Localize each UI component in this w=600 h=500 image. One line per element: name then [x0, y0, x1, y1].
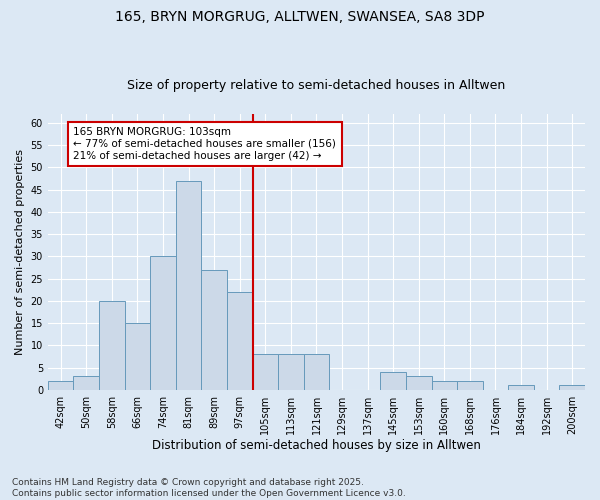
- Text: 165, BRYN MORGRUG, ALLTWEN, SWANSEA, SA8 3DP: 165, BRYN MORGRUG, ALLTWEN, SWANSEA, SA8…: [115, 10, 485, 24]
- Bar: [176, 180, 202, 390]
- Bar: [406, 376, 431, 390]
- Bar: [457, 381, 482, 390]
- Bar: [253, 354, 278, 390]
- X-axis label: Distribution of semi-detached houses by size in Alltwen: Distribution of semi-detached houses by …: [152, 440, 481, 452]
- Text: 165 BRYN MORGRUG: 103sqm
← 77% of semi-detached houses are smaller (156)
21% of : 165 BRYN MORGRUG: 103sqm ← 77% of semi-d…: [73, 128, 337, 160]
- Bar: [73, 376, 99, 390]
- Bar: [99, 301, 125, 390]
- Bar: [48, 381, 73, 390]
- Title: Size of property relative to semi-detached houses in Alltwen: Size of property relative to semi-detach…: [127, 79, 506, 92]
- Bar: [304, 354, 329, 390]
- Bar: [508, 386, 534, 390]
- Y-axis label: Number of semi-detached properties: Number of semi-detached properties: [15, 149, 25, 355]
- Bar: [380, 372, 406, 390]
- Bar: [202, 270, 227, 390]
- Bar: [559, 386, 585, 390]
- Bar: [227, 292, 253, 390]
- Bar: [431, 381, 457, 390]
- Text: Contains HM Land Registry data © Crown copyright and database right 2025.
Contai: Contains HM Land Registry data © Crown c…: [12, 478, 406, 498]
- Bar: [125, 323, 150, 390]
- Bar: [278, 354, 304, 390]
- Bar: [150, 256, 176, 390]
